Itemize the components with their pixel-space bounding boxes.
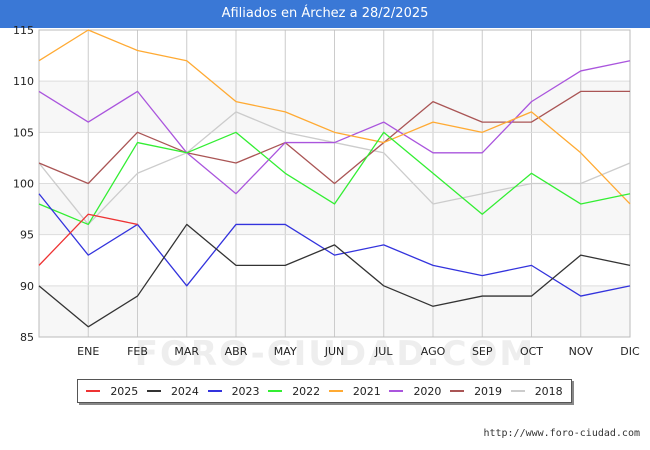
x-tick-label: FEB <box>127 345 148 358</box>
y-tick-label: 100 <box>13 178 34 191</box>
x-tick-label: OCT <box>520 345 543 358</box>
legend-item-2025: 2025 <box>86 385 138 398</box>
x-tick-label: ABR <box>225 345 248 358</box>
legend-label: 2025 <box>110 384 139 398</box>
legend-item-2022: 2022 <box>268 385 320 398</box>
legend-item-2020: 2020 <box>389 385 441 398</box>
legend-label: 2023 <box>231 384 260 398</box>
legend-swatch <box>450 390 465 392</box>
series-line-2020 <box>38 60 631 195</box>
legend-swatch <box>86 390 101 392</box>
legend-label: 2022 <box>292 384 321 398</box>
legend: 2025 2024 2023 2022 2021 2020 2019 2018 <box>77 379 572 403</box>
y-tick-label: 115 <box>13 24 34 37</box>
source-url: http://www.foro-ciudad.com <box>483 428 640 439</box>
legend-label: 2019 <box>474 384 503 398</box>
plot-border <box>38 29 631 338</box>
legend-item-2024: 2024 <box>146 384 199 398</box>
x-tick-label: MAR <box>174 345 199 358</box>
y-tick-label: 95 <box>20 229 34 242</box>
series-lines <box>38 29 631 328</box>
y-tick-label: 90 <box>20 280 34 293</box>
series-line-2019 <box>38 90 630 185</box>
legend-label: 2021 <box>352 384 381 398</box>
x-tick-label: AGO <box>421 345 446 358</box>
y-tick-label: 85 <box>20 331 34 344</box>
legend-swatch <box>207 390 222 392</box>
chart-title: Afiliados en Árchez a 28/2/2025 <box>0 0 650 28</box>
legend-swatch <box>389 390 404 392</box>
y-tick-label: 105 <box>13 126 34 139</box>
series-line-2025 <box>38 213 138 266</box>
x-tick-label: ENE <box>77 345 99 358</box>
x-tick-label: SEP <box>472 345 493 358</box>
x-axis-ticks: ENE FEB MAR ABR MAY JUN JUL AGO SEP OCT NOV DIC <box>77 345 640 358</box>
x-tick-label: JUN <box>324 345 345 358</box>
series-line-2022 <box>38 131 631 226</box>
x-tick-label: JUL <box>374 345 393 358</box>
legend-label: 2018 <box>534 384 563 398</box>
legend-item-2019: 2019 <box>450 385 502 398</box>
x-tick-label: NOV <box>569 345 594 358</box>
watermark-text: FORO-CIUDAD.COM <box>135 334 536 374</box>
legend-item-2021: 2021 <box>328 384 381 398</box>
legend-item-2023: 2023 <box>207 384 260 398</box>
x-tick-label: MAY <box>274 345 297 358</box>
legend-label: 2020 <box>413 384 442 398</box>
x-tick-label: DIC <box>620 345 640 358</box>
legend-swatch <box>146 390 161 392</box>
legend-swatch <box>510 390 525 392</box>
legend-item-2018: 2018 <box>510 384 563 398</box>
legend-swatch <box>268 390 283 392</box>
series-line-2024 <box>38 223 631 328</box>
y-tick-label: 110 <box>13 75 34 88</box>
legend-label: 2024 <box>170 384 199 398</box>
y-axis-ticks: 85 90 95 100 105 110 115 <box>13 24 34 344</box>
series-line-2021 <box>38 29 631 205</box>
legend-swatch <box>328 390 343 392</box>
